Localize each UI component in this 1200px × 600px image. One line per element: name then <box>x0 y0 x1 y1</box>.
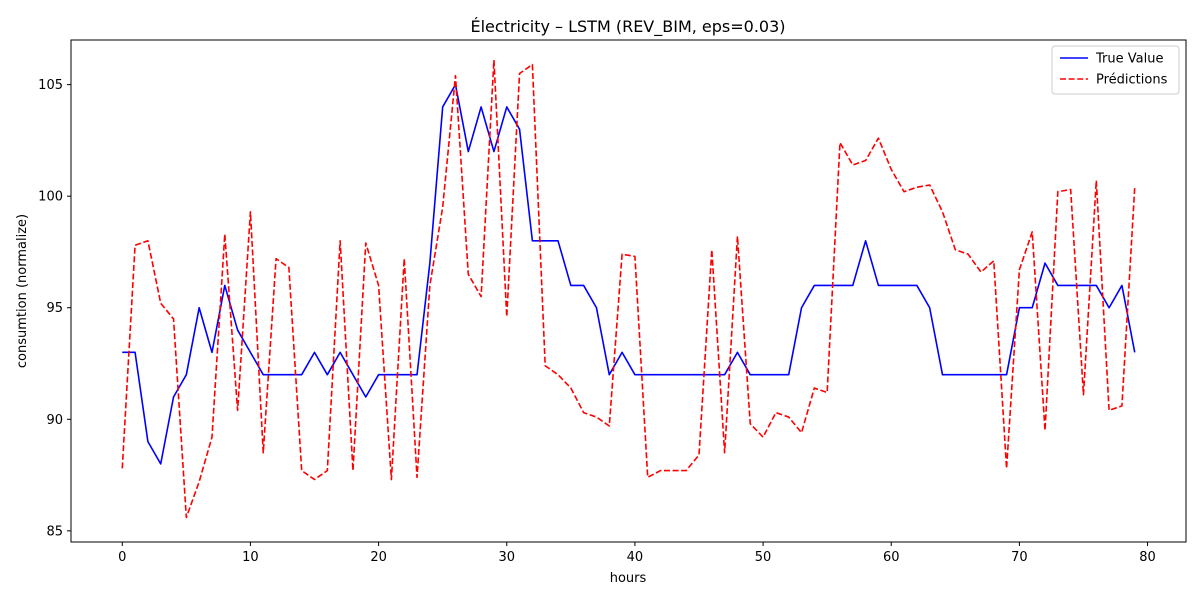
y-tick-label: 105 <box>38 78 63 93</box>
true-value-series-line <box>122 83 1136 465</box>
y-tick-label: 95 <box>46 301 63 316</box>
predictions-series-line <box>121 59 1136 519</box>
series-layer <box>121 59 1136 519</box>
x-tick-label: 60 <box>883 550 900 565</box>
legend-label: Prédictions <box>1096 73 1168 88</box>
x-tick-label: 80 <box>1139 550 1156 565</box>
x-tick-label: 70 <box>1011 550 1028 565</box>
chart-title: Électricity – LSTM (REV_BIM, eps=0.03) <box>470 17 785 37</box>
x-tick-label: 20 <box>370 550 387 565</box>
x-tick-label: 10 <box>242 550 259 565</box>
y-axis-label: consumtion (normalize) <box>15 214 30 368</box>
x-axis-label: hours <box>610 571 647 586</box>
plot-frame <box>70 39 1187 543</box>
y-axis: 85 90 95 100 105 <box>38 78 71 539</box>
plot-area <box>70 39 1187 543</box>
legend: True Value Prédictions <box>1051 45 1180 95</box>
y-tick-label: 90 <box>46 413 63 428</box>
legend-label: True Value <box>1095 52 1163 67</box>
x-tick-label: 0 <box>118 550 126 565</box>
x-tick-label: 30 <box>498 550 515 565</box>
y-tick-label: 85 <box>46 524 63 539</box>
y-tick-label: 100 <box>38 190 63 205</box>
x-tick-label: 40 <box>627 550 644 565</box>
x-axis: 0 10 20 30 40 50 60 70 80 <box>118 542 1156 565</box>
x-tick-label: 50 <box>755 550 772 565</box>
